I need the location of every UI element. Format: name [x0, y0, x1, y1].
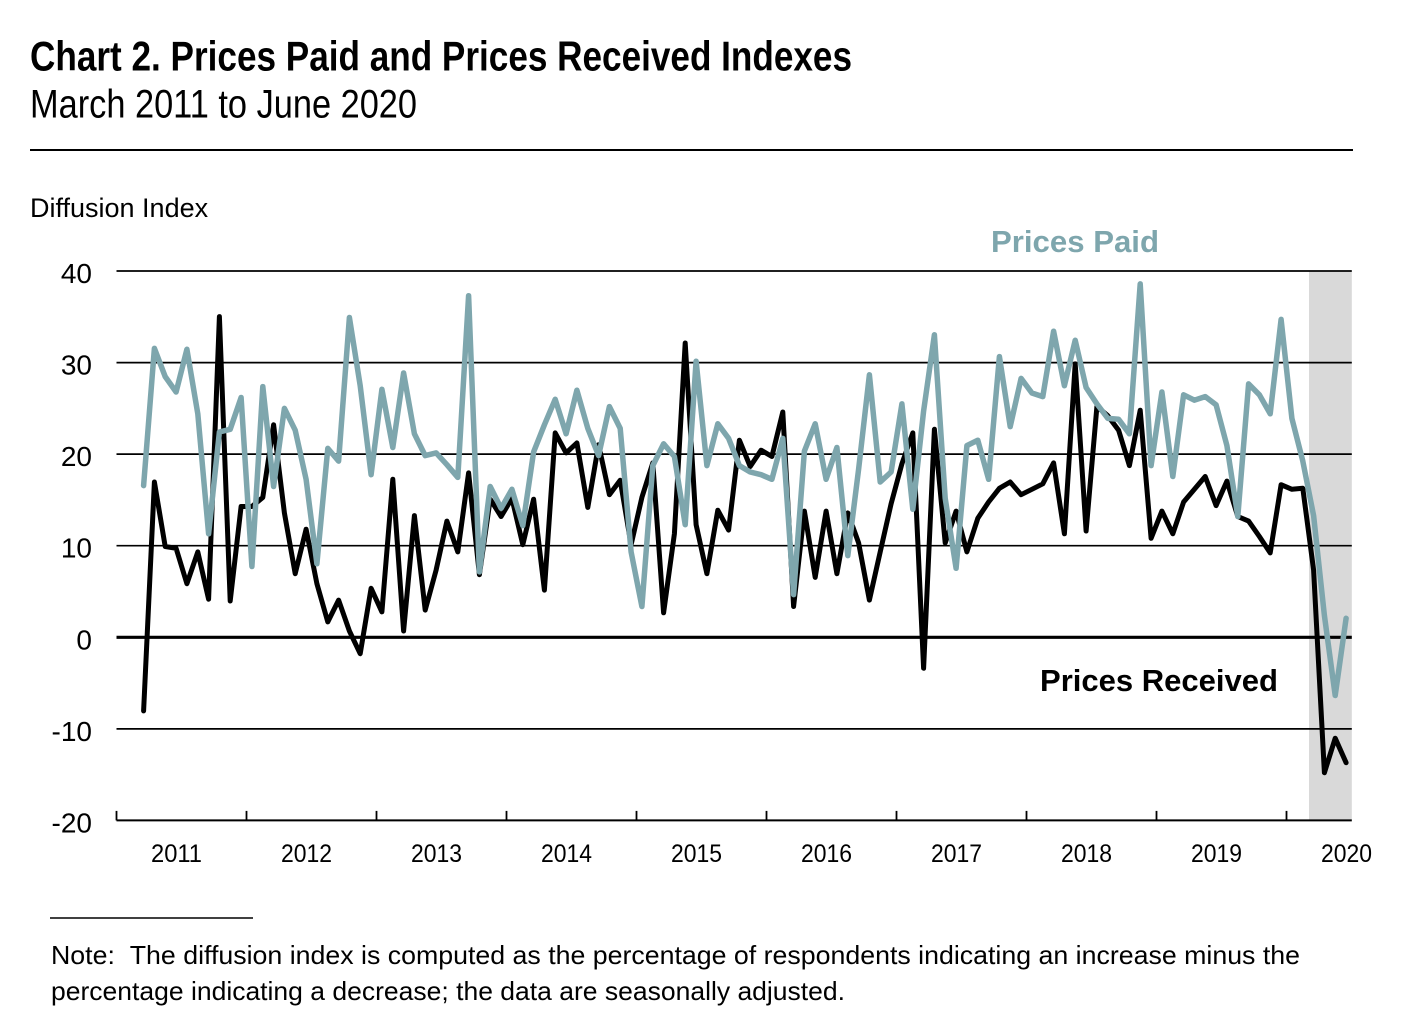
svg-text:10: 10: [61, 533, 92, 564]
svg-text:Prices Paid: Prices Paid: [991, 224, 1159, 259]
svg-text:2017: 2017: [931, 840, 982, 868]
svg-text:2020: 2020: [1321, 840, 1372, 868]
svg-text:2012: 2012: [281, 840, 332, 868]
svg-text:-10: -10: [52, 716, 92, 747]
svg-text:2016: 2016: [801, 840, 852, 868]
svg-text:March 2011 to June 2020: March 2011 to June 2020: [30, 83, 417, 127]
svg-text:-20: -20: [52, 807, 92, 838]
svg-text:percentage indicating a decrea: percentage indicating a decrease; the da…: [51, 976, 845, 1006]
svg-text:0: 0: [76, 624, 92, 655]
svg-text:30: 30: [61, 350, 92, 381]
svg-text:Chart 2. Prices Paid and Price: Chart 2. Prices Paid and Prices Received…: [30, 33, 852, 80]
svg-text:2018: 2018: [1061, 840, 1112, 868]
svg-text:40: 40: [61, 258, 92, 289]
svg-text:2014: 2014: [541, 840, 592, 868]
svg-text:2019: 2019: [1191, 840, 1242, 868]
svg-text:2013: 2013: [411, 840, 462, 868]
svg-text:2015: 2015: [671, 840, 722, 868]
svg-text:Prices Received: Prices Received: [1040, 663, 1278, 698]
svg-text:Note: The diffusion index is: Note: The diffusion index is computed as…: [51, 940, 1300, 970]
svg-text:2011: 2011: [151, 840, 202, 868]
svg-text:20: 20: [61, 441, 92, 472]
svg-text:Diffusion Index: Diffusion Index: [30, 193, 209, 223]
